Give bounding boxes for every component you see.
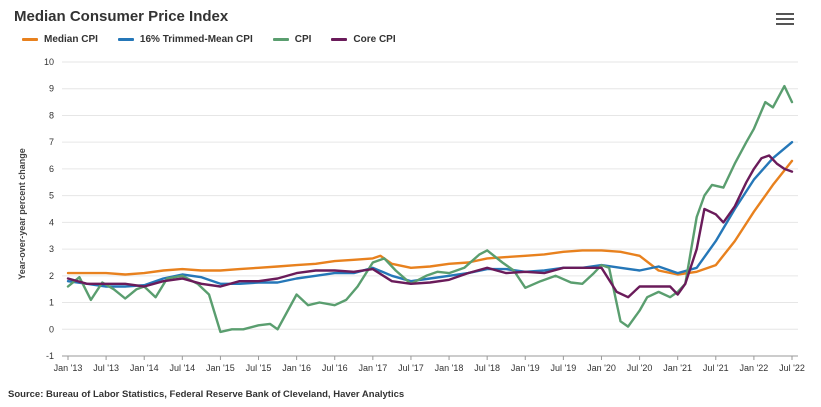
- x-tick-label: Jul '17: [398, 363, 424, 373]
- legend-swatch: [331, 38, 348, 41]
- y-tick-label: 9: [49, 84, 54, 94]
- y-tick-label: 10: [44, 57, 54, 67]
- chart-title: Median Consumer Price Index: [14, 8, 229, 25]
- x-tick-label: Jul '16: [322, 363, 348, 373]
- y-tick-label: 0: [49, 324, 54, 334]
- legend-label: Median CPI: [44, 34, 98, 45]
- series-line-16-trimmed-mean-cpi: [66, 141, 794, 288]
- legend-label: CPI: [294, 34, 312, 45]
- x-tick-label: Jan '19: [511, 363, 540, 373]
- x-tick-label: Jul '20: [627, 363, 653, 373]
- series-line-cpi: [66, 84, 794, 334]
- legend-item-median-cpi[interactable]: Median CPI: [22, 34, 98, 45]
- y-tick-label: 6: [49, 164, 54, 174]
- x-tick-label: Jan '16: [282, 363, 311, 373]
- y-tick-label: 4: [49, 217, 54, 227]
- legend-label: Core CPI: [353, 34, 396, 45]
- chart-menu-button[interactable]: [776, 10, 794, 26]
- legend-label: 16% Trimmed-Mean CPI: [139, 34, 253, 45]
- legend-item-trimmed-mean-cpi[interactable]: 16% Trimmed-Mean CPI: [117, 34, 253, 45]
- x-tick-label: Jul '19: [551, 363, 577, 373]
- x-tick-label: Jan '21: [663, 363, 692, 373]
- y-tick-label: 2: [49, 271, 54, 281]
- y-tick-label: 3: [49, 244, 54, 254]
- x-tick-label: Jan '20: [587, 363, 616, 373]
- y-tick-label: 5: [49, 191, 54, 201]
- x-tick-label: Jan '18: [435, 363, 464, 373]
- y-tick-label: 8: [49, 110, 54, 120]
- legend-item-core-cpi[interactable]: Core CPI: [331, 34, 396, 45]
- x-tick-label: Jul '14: [169, 363, 195, 373]
- series-line-core-cpi: [66, 154, 794, 299]
- x-tick-label: Jan '14: [130, 363, 159, 373]
- hamburger-icon: [776, 13, 794, 15]
- x-tick-label: Jul '21: [703, 363, 729, 373]
- y-tick-label: -1: [46, 351, 54, 361]
- x-tick-label: Jan '15: [206, 363, 235, 373]
- legend-swatch: [22, 38, 38, 41]
- x-tick-label: Jan '13: [54, 363, 83, 373]
- series-line-median-cpi: [66, 159, 794, 276]
- x-tick-label: Jul '22: [779, 363, 805, 373]
- hamburger-icon-bar: [776, 23, 794, 25]
- source-note: Source: Bureau of Labor Statistics, Fede…: [8, 389, 405, 400]
- x-tick-label: Jan '17: [358, 363, 387, 373]
- x-tick-label: Jan '22: [740, 363, 769, 373]
- hamburger-icon-bar: [776, 18, 794, 20]
- legend-item-cpi[interactable]: CPI: [272, 34, 312, 45]
- legend-swatch: [117, 38, 134, 41]
- y-tick-label: 1: [49, 298, 54, 308]
- legend-swatch: [272, 38, 289, 41]
- x-tick-label: Jul '15: [246, 363, 272, 373]
- y-tick-label: 7: [49, 137, 54, 147]
- x-tick-label: Jul '18: [474, 363, 500, 373]
- x-tick-label: Jul '13: [93, 363, 119, 373]
- chart-legend: Median CPI 16% Trimmed-Mean CPI CPI Core…: [22, 34, 416, 45]
